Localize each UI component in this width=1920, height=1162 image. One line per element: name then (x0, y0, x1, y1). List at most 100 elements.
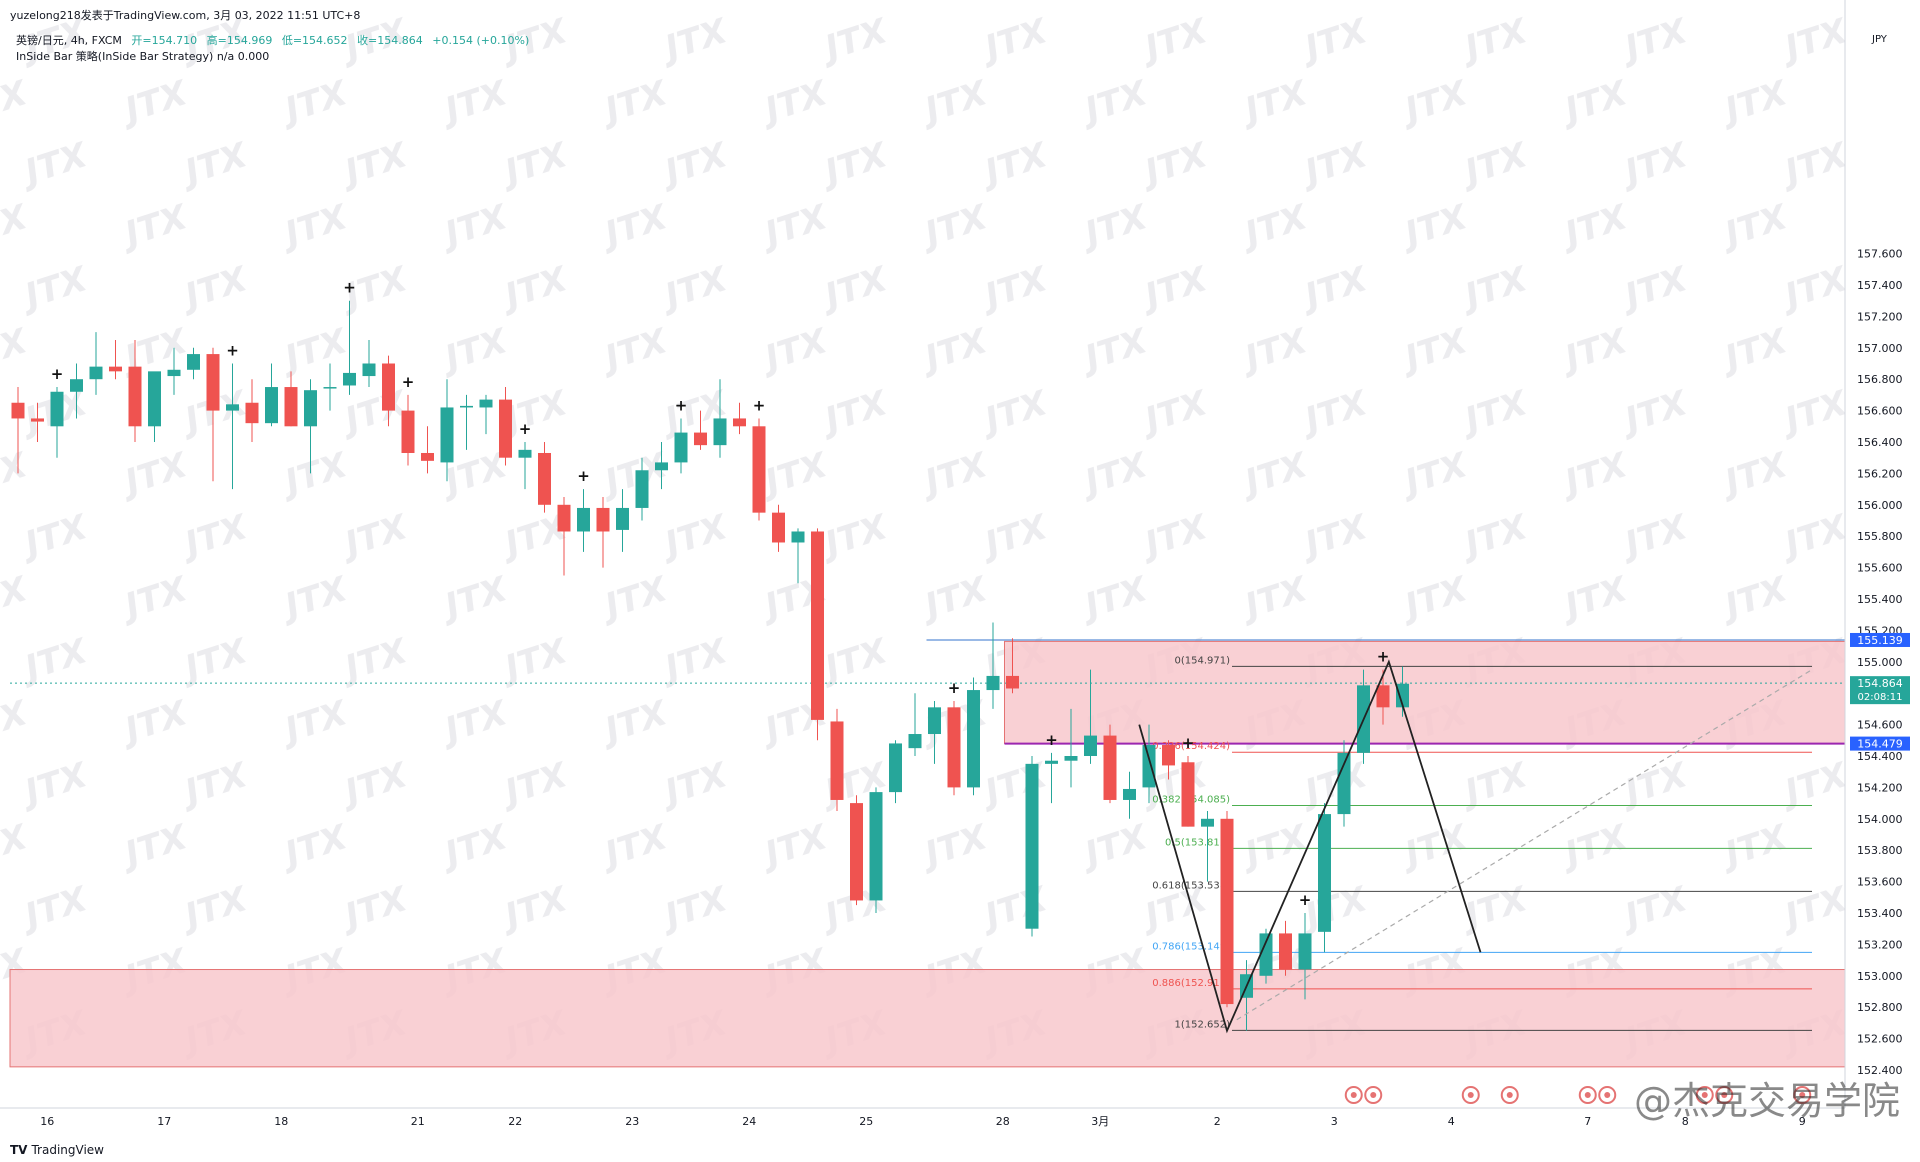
event-icons-layer[interactable] (1344, 1086, 1812, 1104)
price-axis[interactable]: 152.400 152.600 152.800 153.000 153.200 153.4… (1844, 0, 1920, 1130)
candle[interactable] (70, 363, 83, 419)
candle[interactable] (440, 379, 454, 482)
event-icon[interactable] (1793, 1086, 1812, 1104)
price-tag[interactable]: 154.864 02:08:11 (1850, 676, 1910, 705)
candle[interactable] (596, 496, 610, 568)
candle[interactable] (499, 387, 512, 466)
candle[interactable] (382, 355, 395, 427)
candle[interactable] (50, 387, 64, 458)
candle[interactable] (401, 394, 415, 466)
event-icon[interactable] (1364, 1086, 1383, 1104)
candle[interactable] (109, 339, 122, 380)
candle[interactable] (31, 402, 44, 442)
candle[interactable] (1318, 803, 1331, 953)
candle[interactable] (1298, 913, 1312, 1000)
candle[interactable] (518, 442, 532, 490)
candle[interactable] (538, 442, 551, 513)
candle[interactable] (1006, 638, 1019, 694)
candle[interactable] (167, 347, 181, 395)
candle[interactable] (1337, 740, 1351, 827)
price-tag[interactable]: 155.139 (1850, 632, 1910, 647)
candle[interactable] (635, 457, 649, 521)
event-icon[interactable] (1598, 1086, 1617, 1104)
candle[interactable] (1279, 920, 1292, 976)
candle[interactable] (1259, 928, 1273, 984)
candle[interactable] (1045, 752, 1058, 804)
candle[interactable] (148, 371, 161, 442)
candle[interactable] (265, 363, 278, 427)
candle[interactable] (557, 496, 571, 576)
candle[interactable] (889, 740, 902, 804)
candle[interactable] (947, 701, 961, 796)
zigzag-pattern-line[interactable] (1138, 659, 1482, 1034)
candle[interactable] (226, 363, 239, 490)
candle[interactable] (713, 379, 727, 458)
candle-body (1142, 745, 1156, 788)
candle[interactable] (89, 332, 103, 395)
dashed-trend-line[interactable] (1236, 669, 1813, 1021)
candle[interactable] (362, 339, 376, 388)
candle[interactable] (967, 677, 980, 796)
candles-layer[interactable] (11, 300, 1410, 1031)
supply-demand-zone[interactable] (1004, 640, 1846, 744)
candle[interactable] (830, 708, 844, 811)
candle[interactable] (928, 701, 941, 764)
fib-level-label: 1(152.652) (1174, 1019, 1230, 1030)
candle[interactable] (1396, 666, 1409, 717)
price-tag[interactable]: 154.479 (1850, 736, 1910, 751)
candle[interactable] (811, 528, 824, 741)
candle[interactable] (128, 339, 142, 442)
event-icon[interactable] (1578, 1086, 1597, 1104)
event-icon[interactable] (1715, 1086, 1734, 1104)
event-icon[interactable] (1500, 1086, 1519, 1104)
candle[interactable] (1103, 724, 1117, 804)
candle[interactable] (577, 489, 590, 552)
candle[interactable] (1084, 669, 1097, 764)
candle[interactable] (323, 363, 337, 411)
currency-label[interactable]: JPY (1871, 34, 1888, 45)
tradingview-logo[interactable]: TV TradingView (10, 1143, 104, 1157)
candle-body (1084, 735, 1097, 756)
candle[interactable] (421, 426, 434, 474)
supply-demand-zone[interactable] (9, 969, 1846, 1068)
candle[interactable] (245, 379, 259, 442)
event-icon[interactable] (1695, 1086, 1714, 1104)
candle[interactable] (908, 693, 922, 756)
candle[interactable] (694, 410, 707, 450)
candle[interactable] (850, 795, 863, 906)
candle[interactable] (304, 379, 317, 474)
candle[interactable] (674, 418, 688, 474)
candle[interactable] (187, 347, 200, 380)
candle[interactable] (752, 418, 766, 521)
candle[interactable] (1201, 810, 1214, 882)
candle[interactable] (1064, 708, 1078, 788)
candle[interactable] (869, 787, 883, 913)
candle[interactable] (655, 442, 668, 490)
candle[interactable] (343, 300, 356, 395)
candle[interactable] (986, 622, 1000, 709)
candle[interactable] (1376, 669, 1390, 725)
candle[interactable] (616, 489, 629, 552)
strategy-legend[interactable]: InSide Bar 策略(InSide Bar Strategy) n/a 0… (16, 50, 270, 63)
inside-bar-marker: + (577, 467, 590, 485)
candle[interactable] (1220, 810, 1234, 1008)
event-icon[interactable] (1344, 1086, 1363, 1104)
candle[interactable] (1181, 756, 1195, 827)
candle[interactable] (284, 371, 298, 427)
candle[interactable] (733, 402, 746, 435)
time-axis[interactable]: 16 17 18 21 22 23 24 25 28 3月 2 3 4 7 8 9 (0, 1107, 1845, 1128)
candle[interactable] (1025, 756, 1039, 937)
price-tick-label: 154.600 (1857, 719, 1903, 732)
candle[interactable] (206, 347, 220, 482)
symbol-label[interactable]: 英镑/日元, 4h, FXCM (16, 34, 122, 47)
candle[interactable] (479, 394, 493, 435)
candle[interactable] (791, 528, 805, 584)
candle[interactable] (1162, 740, 1175, 780)
candle[interactable] (460, 394, 473, 450)
candle[interactable] (1123, 771, 1136, 819)
candle[interactable] (772, 504, 785, 552)
candle[interactable] (1142, 724, 1156, 804)
event-icon[interactable] (1461, 1086, 1480, 1104)
candle[interactable] (11, 387, 25, 474)
